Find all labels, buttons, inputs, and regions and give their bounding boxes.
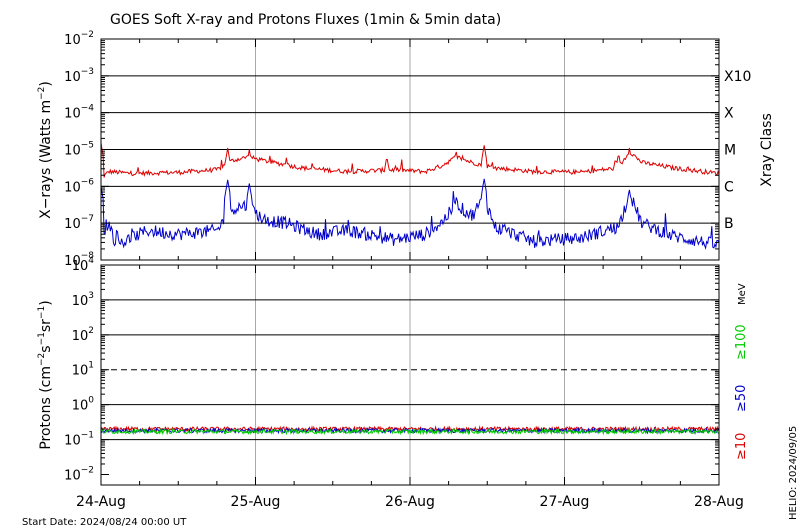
xray-class-label: B	[724, 216, 734, 232]
proton-tick-label: 10−2	[64, 465, 94, 483]
x-tick-label: 25-Aug	[231, 494, 281, 510]
proton-unit-label: MeV	[737, 283, 748, 305]
xray-tick-label: 10−7	[64, 214, 94, 232]
proton-tick-label: 102	[72, 326, 94, 344]
x-tick-label: 24-Aug	[76, 494, 126, 510]
xray-tick-label: 10−8	[64, 251, 94, 269]
proton-legend-item: ≥10	[734, 433, 749, 460]
xray-y-axis-label-text: X−rays (Watts m	[38, 100, 54, 219]
proton-tick-label: 10−1	[64, 431, 94, 449]
proton-series-0	[100, 425, 720, 434]
proton-tick-label: 103	[72, 291, 94, 309]
xray-class-axis-label: Xray Class	[759, 113, 775, 187]
proton-tick-label: 104	[72, 256, 95, 274]
xray-tick-label: 10−2	[64, 30, 94, 48]
xray-tick-label: 10−6	[64, 177, 94, 195]
xray-series-short	[100, 178, 720, 251]
xray-class-label: C	[724, 179, 734, 195]
xray-class-label: M	[724, 143, 736, 159]
proton-legend-item: ≥100	[734, 324, 749, 360]
proton-legend-item: ≥50	[734, 385, 749, 412]
helio-date-label: HELIO: 2024/09/05	[788, 426, 799, 520]
x-tick-label: 28-Aug	[694, 494, 744, 510]
xray-y-axis-label: X−rays (Watts m−2)	[37, 81, 54, 219]
proton-tick-label: 101	[72, 361, 94, 379]
x-tick-label: 26-Aug	[385, 494, 435, 510]
xray-tick-label: 10−3	[64, 67, 94, 85]
xray-panel: 10−2 10−3 10−4 10−5 10−6 10−7 10−8 X−rays (Wat…	[37, 30, 775, 269]
proton-tick-label: 100	[72, 396, 95, 414]
chart-title: GOES Soft X-ray and Protons Fluxes (1min…	[110, 12, 501, 28]
x-tick-label: 27-Aug	[540, 494, 590, 510]
xray-class-label: X10	[724, 69, 751, 85]
start-date-label: Start Date: 2024/08/24 00:00 UT	[22, 517, 187, 528]
proton-series-2	[100, 427, 719, 436]
xray-tick-label: 10−5	[64, 141, 94, 159]
xray-tick-label: 10−4	[64, 104, 94, 122]
proton-y-axis-label: Protons (cm−2s−1sr−1)	[37, 300, 54, 449]
xray-series-long	[100, 142, 720, 178]
xray-class-label: X	[724, 106, 734, 122]
proton-panel: 104 103 102 101 100 10−1 10−2 Protons (cm−2s−1…	[37, 256, 749, 486]
